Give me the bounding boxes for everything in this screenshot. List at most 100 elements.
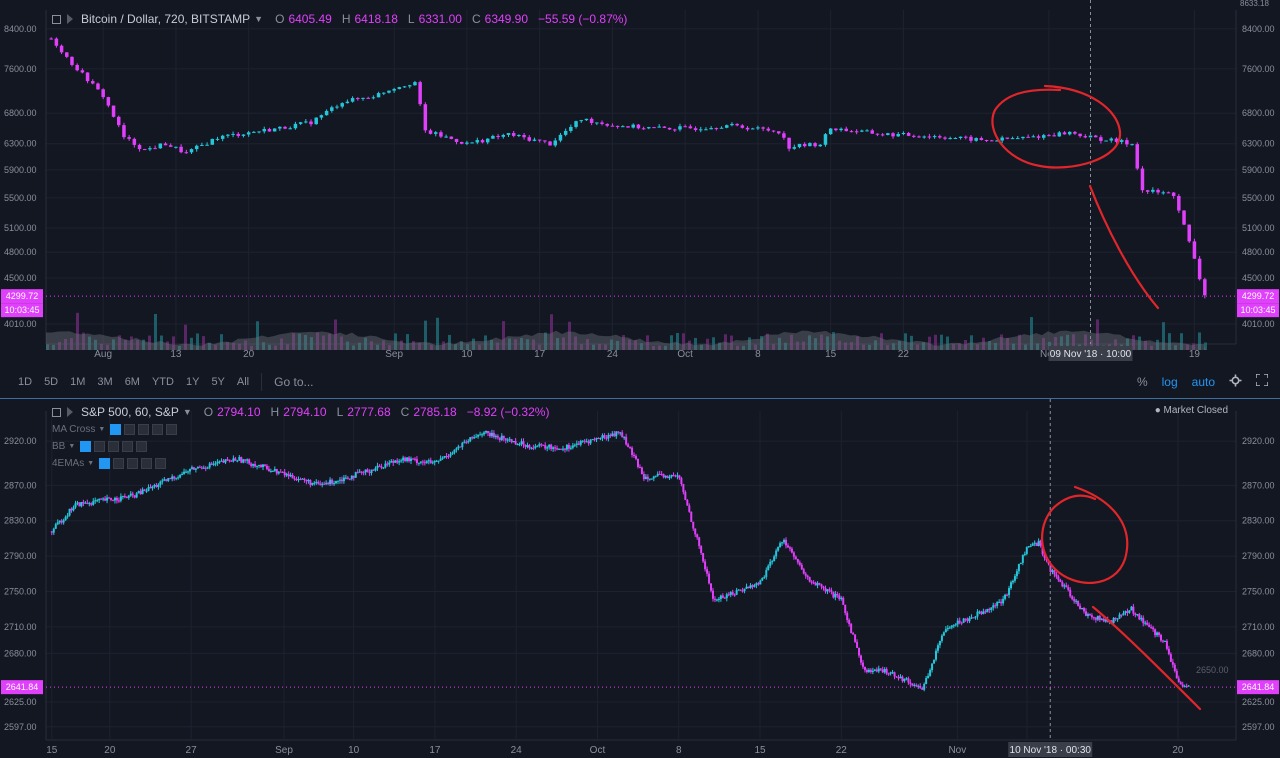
- collapse-box-icon[interactable]: [52, 407, 61, 417]
- volume-bar: [364, 337, 367, 350]
- symbol-title[interactable]: Bitcoin / Dollar, 720, BITSTAMP: [81, 12, 251, 26]
- volume-bar: [982, 337, 985, 350]
- settings-icon[interactable]: [113, 458, 125, 469]
- candle-body: [948, 627, 951, 629]
- range-6m[interactable]: 6M: [124, 375, 140, 388]
- volume-bar: [256, 321, 259, 350]
- candle-body: [790, 548, 793, 553]
- candle-body: [145, 490, 148, 492]
- volume-bar: [418, 342, 421, 350]
- candle-body: [684, 492, 687, 500]
- candle-body: [350, 98, 355, 102]
- flag-icon[interactable]: [67, 14, 73, 24]
- bitcoin-chart-pane[interactable]: 8400.00 8400.00 7600.00 7600.00 6800.00 6800.…: [0, 0, 1280, 365]
- close-icon[interactable]: [166, 424, 178, 435]
- sp500-chart-svg[interactable]: 2920.00 2920.00 2870.00 2870.00 2830.00 2830.…: [0, 399, 1280, 758]
- candle-body: [214, 463, 217, 465]
- range-3m[interactable]: 3M: [97, 375, 113, 388]
- range-5y[interactable]: 5Y: [211, 375, 225, 388]
- log-toggle[interactable]: log: [1161, 374, 1178, 389]
- more-icon[interactable]: [141, 458, 153, 469]
- candle-body: [844, 604, 847, 613]
- settings-icon[interactable]: [94, 441, 106, 452]
- range-ytd[interactable]: YTD: [151, 375, 174, 388]
- range-1m[interactable]: 1M: [70, 375, 86, 388]
- volume-bar: [238, 343, 241, 350]
- candle-body: [540, 444, 543, 446]
- close-value: 6349.90: [484, 12, 529, 26]
- indicator-ma-cross[interactable]: MA Cross ▼: [52, 424, 178, 435]
- eye-icon[interactable]: [99, 458, 111, 469]
- candle-body: [883, 669, 886, 673]
- indicator-4emas[interactable]: 4EMAs ▼: [52, 458, 167, 469]
- candle-body: [798, 562, 801, 565]
- candle-body: [812, 582, 815, 584]
- collapse-box-icon[interactable]: [52, 14, 61, 24]
- more-icon[interactable]: [152, 424, 164, 435]
- sp500-chart-pane[interactable]: 2920.00 2920.00 2870.00 2870.00 2830.00 2830.…: [0, 398, 1280, 758]
- close-icon[interactable]: [155, 458, 167, 469]
- range-1y[interactable]: 1Y: [185, 375, 200, 388]
- candle-body: [250, 463, 253, 466]
- chevron-down-icon[interactable]: ▼: [98, 426, 106, 433]
- candle-body: [257, 131, 261, 133]
- candle-body: [1017, 564, 1020, 572]
- candle-body: [854, 634, 857, 642]
- source-icon[interactable]: [127, 458, 139, 469]
- last-price-tag-right: [1237, 680, 1279, 695]
- candle-body: [398, 461, 401, 463]
- chevron-down-icon[interactable]: ▼: [254, 14, 264, 24]
- toolbar-divider: [261, 372, 263, 391]
- candle-body: [1120, 614, 1123, 616]
- range-all[interactable]: All: [236, 375, 250, 388]
- chevron-down-icon[interactable]: ▼: [68, 443, 76, 450]
- settings-icon[interactable]: [124, 424, 136, 435]
- candle-body: [106, 497, 109, 501]
- chevron-down-icon[interactable]: ▼: [87, 460, 95, 467]
- x-tick-label: 22: [836, 745, 848, 756]
- gear-icon[interactable]: [1229, 374, 1242, 390]
- low-value: 6331.00: [418, 12, 462, 26]
- eye-icon[interactable]: [80, 441, 92, 452]
- range-1d[interactable]: 1D: [18, 375, 33, 388]
- fullscreen-icon[interactable]: [1255, 373, 1269, 389]
- source-icon[interactable]: [138, 424, 150, 435]
- candle-body: [447, 456, 450, 458]
- x-tick-label: 20: [1172, 745, 1184, 756]
- close-icon[interactable]: [136, 441, 148, 452]
- volume-bar: [532, 339, 535, 350]
- indicator-bb[interactable]: BB ▼: [52, 441, 148, 452]
- volume-bar: [706, 338, 709, 350]
- candle-body: [808, 577, 811, 582]
- volume-bar: [388, 345, 391, 350]
- open-label: O: [203, 405, 214, 419]
- candle-body: [1031, 136, 1036, 138]
- chevron-down-icon[interactable]: ▼: [182, 407, 192, 417]
- symbol-title[interactable]: S&P 500, 60, S&P: [81, 405, 179, 419]
- volume-bar: [730, 335, 733, 350]
- candle-body: [188, 468, 191, 472]
- candle-body: [518, 443, 521, 445]
- range-5d[interactable]: 5D: [44, 375, 59, 388]
- flag-icon[interactable]: [67, 407, 73, 417]
- candle-body: [200, 144, 204, 146]
- candle-body: [909, 682, 912, 684]
- x-tick-label: 13: [170, 349, 182, 360]
- eye-icon[interactable]: [110, 424, 122, 435]
- percent-toggle[interactable]: %: [1136, 374, 1148, 389]
- candle-body: [356, 472, 359, 474]
- candle-body: [794, 556, 797, 559]
- candle-body: [818, 144, 823, 147]
- candle-body: [85, 72, 90, 82]
- auto-toggle[interactable]: auto: [1191, 374, 1215, 389]
- candle-body: [788, 547, 791, 549]
- more-icon[interactable]: [122, 441, 134, 452]
- source-icon[interactable]: [108, 441, 120, 452]
- candle-body: [1130, 144, 1134, 146]
- candle-body: [168, 145, 173, 147]
- candle-body: [80, 502, 83, 507]
- goto-button[interactable]: Go to...: [274, 374, 314, 389]
- low-value: 2777.68: [347, 405, 391, 419]
- volume-bar: [1144, 340, 1147, 350]
- bitcoin-chart-svg[interactable]: 8400.00 8400.00 7600.00 7600.00 6800.00 6800.…: [0, 0, 1280, 365]
